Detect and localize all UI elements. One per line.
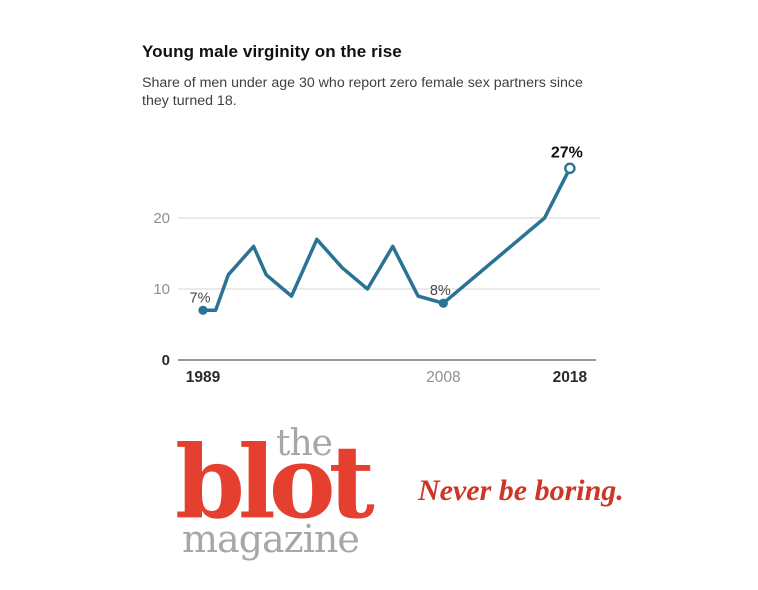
x-tick-label-1989: 1989 bbox=[186, 369, 221, 386]
line-chart: 0 10 20 1989 2008 2018 7% 8% 27% bbox=[153, 144, 600, 386]
logo-word-blot: blot bbox=[175, 423, 375, 541]
data-point-label-2008: 8% bbox=[430, 283, 451, 299]
data-point-label-2018: 27% bbox=[551, 144, 583, 161]
data-point-1989 bbox=[198, 305, 208, 315]
data-point-2008 bbox=[438, 298, 448, 308]
x-tick-label-2018: 2018 bbox=[553, 369, 588, 386]
logo-word-the: the bbox=[276, 423, 333, 464]
chart-subtitle-line2: they turned 18. bbox=[142, 93, 237, 109]
tagline: Never be boring. bbox=[418, 474, 624, 507]
x-tick-label-2008: 2008 bbox=[426, 369, 460, 386]
data-point-2018 bbox=[564, 162, 576, 175]
y-tick-label-10: 10 bbox=[153, 281, 170, 298]
y-tick-label-0: 0 bbox=[162, 352, 170, 369]
y-tick-label-20: 20 bbox=[153, 210, 170, 227]
chart-subtitle: Share of men under age 30 who report zer… bbox=[142, 74, 583, 110]
data-point-label-1989: 7% bbox=[190, 290, 211, 306]
chart-subtitle-line1: Share of men under age 30 who report zer… bbox=[142, 75, 583, 91]
logo-word-magazine: magazine bbox=[182, 517, 360, 561]
chart-title: Young male virginity on the rise bbox=[142, 42, 402, 61]
